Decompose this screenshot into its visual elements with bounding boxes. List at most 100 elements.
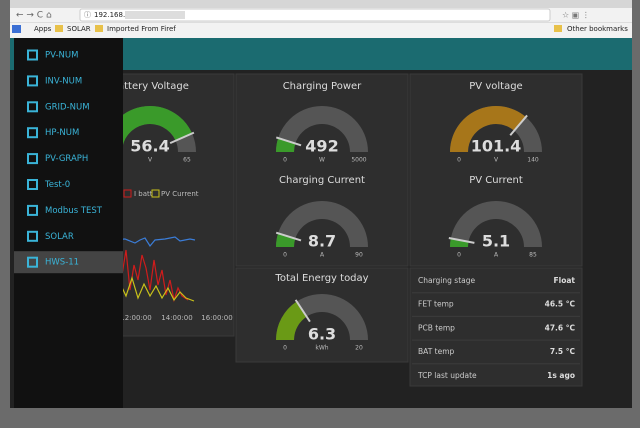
blurred-address: [125, 11, 185, 19]
gauge-track: [276, 106, 368, 152]
menu-item[interactable]: GRID-NUM: [45, 102, 90, 112]
legend-swatch: [123, 189, 132, 198]
gauge-value: 56.4: [130, 137, 169, 156]
toolbar-icons[interactable]: ☆ ▣ ⋮: [562, 11, 590, 20]
menu-item[interactable]: HP-NUM: [45, 128, 79, 138]
legend-label: I batt: [134, 190, 153, 198]
gauge-max: 90: [355, 252, 363, 259]
menu-item[interactable]: SOLAR: [45, 232, 74, 242]
gauge-title: Charging Power: [283, 81, 362, 92]
gauge-unit: A: [320, 252, 325, 259]
row-value: 7.5 °C: [550, 347, 576, 356]
window-bottom: [10, 408, 632, 424]
gauge-needle: [294, 299, 311, 323]
row-value: 46.5 °C: [545, 300, 576, 309]
menu-item[interactable]: HWS-11: [45, 258, 79, 268]
card: [235, 267, 409, 363]
menu-icon[interactable]: [27, 256, 38, 268]
chart-lines: [109, 236, 196, 303]
gauge-needle: [448, 237, 475, 244]
gauge-title: Total Energy today: [274, 273, 368, 284]
menu-icon[interactable]: [27, 230, 38, 242]
address-text: 192.168.: [94, 11, 125, 19]
row-label: BAT temp: [418, 347, 455, 356]
row-value: Float: [554, 276, 576, 285]
gauge-fill: [450, 106, 526, 152]
gauge-value: 8.7: [308, 232, 336, 251]
folder-icon: [95, 25, 103, 32]
gauge-needle: [509, 114, 528, 136]
gauge-value: 101.4: [471, 137, 522, 156]
folder-icon: [554, 25, 562, 32]
gauge-unit: V: [148, 157, 153, 164]
menu-item[interactable]: PV-GRAPH: [45, 154, 88, 164]
row-label: TCP last update: [417, 371, 477, 380]
gauge-title: PV voltage: [469, 81, 522, 92]
gauge-min: 0: [457, 157, 461, 164]
gauge-unit: A: [494, 252, 499, 259]
gauge-title: Battery Voltage: [111, 81, 189, 92]
row-label: PCB temp: [418, 323, 455, 332]
menu-selected: [14, 251, 123, 274]
gauge-min: 0: [283, 252, 287, 259]
gauge-value: 492: [305, 137, 338, 156]
menu-icon[interactable]: [27, 49, 38, 61]
gauge-fill: [276, 138, 296, 152]
gauge-fill: [276, 233, 296, 247]
legend-swatch: [151, 189, 160, 198]
gauge-max: 20: [355, 345, 363, 352]
row-value: 1s ago: [547, 371, 575, 380]
menu-icon[interactable]: [27, 179, 38, 190]
status-table: Charging stage Float FET temp 46.5 °C PCB te…: [412, 276, 580, 380]
gauge-title: PV Current: [469, 175, 523, 186]
menu-icon[interactable]: [27, 127, 38, 139]
gauge-needle: [169, 131, 195, 145]
gauge-unit: V: [494, 157, 499, 164]
bookmark[interactable]: Apps: [34, 25, 52, 33]
apps-icon: [12, 25, 21, 33]
menu-icon[interactable]: [27, 75, 38, 87]
tab-strip: [10, 0, 632, 8]
row-label: Charging stage: [418, 276, 475, 285]
gauge-needle: [275, 136, 302, 147]
folder-icon: [55, 25, 63, 32]
trend-line: [109, 276, 195, 302]
menu-item[interactable]: Test-0: [44, 180, 70, 190]
menu-item[interactable]: Modbus TEST: [45, 206, 103, 216]
gauge-fill: [450, 238, 469, 247]
gauge-max: 85: [529, 252, 537, 259]
card: [409, 267, 583, 387]
gauge-fill: [104, 105, 193, 152]
gauge-fill: [276, 301, 307, 340]
menu-item[interactable]: PV-NUM: [45, 51, 78, 61]
trend-line: [109, 236, 196, 248]
sidebar: [14, 38, 123, 408]
row-label: FET temp: [418, 300, 454, 309]
menu: PV-NUM INV-NUM GRID-NUM HP-NUM PV-GRAPH Test-…: [14, 49, 123, 274]
legend-label: PV Current: [161, 190, 199, 198]
gauge-value: 6.3: [308, 325, 336, 344]
nav-icons[interactable]: ← → C ⌂: [16, 11, 52, 21]
row-value: 47.6 °C: [545, 323, 576, 332]
gauge-max: 5000: [351, 157, 366, 164]
other-bookmarks[interactable]: Other bookmarks: [567, 25, 628, 33]
gauge-unit: W: [319, 157, 325, 164]
menu-icon[interactable]: [27, 153, 38, 165]
x-axis-label: 12:00:00: [120, 314, 151, 322]
gauge-max: 65: [183, 157, 191, 164]
gauge-min: 0: [283, 345, 287, 352]
bookmark[interactable]: SOLAR: [67, 25, 91, 33]
menu-icon[interactable]: [27, 101, 38, 113]
menu-icon[interactable]: [27, 204, 38, 216]
address-bar[interactable]: [79, 8, 551, 22]
gauge-unit: kWh: [315, 345, 328, 352]
menu-item[interactable]: INV-NUM: [45, 76, 82, 86]
info-icon: ⓘ: [84, 11, 91, 19]
bookmark[interactable]: Imported From Firef: [107, 25, 176, 33]
gauge-needle: [275, 231, 302, 242]
gauge-track: [450, 201, 542, 247]
gauge-max: 140: [527, 157, 539, 164]
gauge-min: 0: [457, 252, 461, 259]
